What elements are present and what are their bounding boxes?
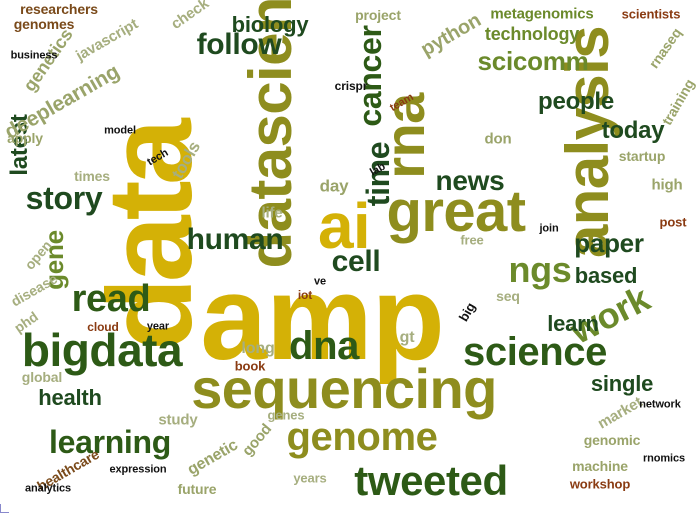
word-day: day	[319, 176, 349, 196]
word-technology: technology	[484, 24, 580, 44]
word-cancer: cancer	[352, 25, 388, 127]
word-scicomm: scicomm	[477, 46, 589, 76]
word-python: python	[417, 9, 485, 61]
word-good: good	[238, 420, 276, 460]
word-genetic: genetic	[184, 436, 241, 479]
word-cell: cell	[331, 245, 381, 278]
word-study: study	[158, 411, 198, 429]
word-scientists: scientists	[621, 6, 681, 22]
word-post: post	[659, 214, 687, 230]
word-rnaseq: rnaseq	[645, 24, 685, 72]
word-bigdata: bigdata	[21, 324, 183, 376]
word-disease: disease	[8, 270, 60, 310]
word-year: year	[146, 320, 170, 333]
word-crispr: crispr	[334, 79, 368, 93]
word-story: story	[25, 180, 103, 216]
word-years: years	[293, 470, 327, 486]
word-ngs: ngs	[508, 249, 572, 290]
word-researchers: researchers	[20, 1, 98, 17]
word-read: read	[71, 278, 151, 320]
word-apply: apply	[7, 130, 43, 146]
word-people: people	[538, 88, 614, 115]
word-times: times	[74, 168, 110, 184]
word-sequencing: sequencing	[191, 357, 497, 420]
word-learning: learning	[49, 424, 171, 460]
word-big: big	[455, 299, 479, 325]
word-training: training	[658, 76, 698, 128]
frame-corner-mark	[0, 504, 9, 513]
word-paper: paper	[574, 228, 644, 258]
word-single: single	[590, 371, 654, 396]
word-global: global	[21, 369, 63, 385]
word-network: network	[639, 398, 681, 411]
word-high: high	[651, 176, 683, 194]
word-today: today	[601, 117, 665, 144]
word-analytics: analytics	[24, 482, 72, 495]
word-seq: seq	[496, 288, 520, 304]
word-long: long	[241, 340, 275, 357]
word-learn: learn	[547, 311, 599, 336]
word-dna: dna	[289, 324, 359, 368]
word-gt: gt	[399, 329, 415, 346]
word-human: human	[186, 223, 284, 256]
word-project: project	[355, 7, 401, 23]
word-machine: machine	[572, 458, 628, 474]
word-future: future	[177, 481, 217, 497]
word-tweeted: tweeted	[354, 457, 508, 504]
word-based: based	[574, 263, 638, 288]
word-biology: biology	[231, 12, 309, 37]
word-genomes: genomes	[13, 16, 75, 32]
word-expression: expression	[109, 463, 167, 476]
word-join: join	[539, 222, 559, 235]
word-business: business	[10, 49, 58, 62]
word-genomic: genomic	[583, 432, 641, 448]
word-ve: ve	[313, 275, 327, 288]
word-genome: genome	[286, 415, 438, 459]
word-book: book	[234, 358, 266, 374]
word-startup: startup	[618, 148, 666, 164]
word-great: great	[386, 179, 527, 244]
word-metagenomics: metagenomics	[490, 5, 594, 23]
word-market: market	[594, 393, 646, 433]
word-don: don	[484, 130, 512, 148]
word-life: life	[261, 204, 283, 222]
word-free: free	[460, 232, 484, 248]
word-iot: iot	[297, 288, 313, 302]
word-follow: follow	[196, 28, 282, 61]
word-ai: ai	[317, 190, 371, 262]
word-workshop: workshop	[569, 476, 631, 492]
word-genes: genes	[267, 407, 305, 423]
word-science: science	[463, 330, 607, 374]
word-amp: amp	[200, 251, 444, 385]
word-javascript: javascript	[73, 15, 141, 65]
word-news: news	[435, 165, 505, 196]
word-health: health	[38, 385, 102, 410]
word-rnomics: rnomics	[642, 452, 686, 465]
word-model: model	[104, 124, 136, 137]
word-cloud: cloud	[87, 320, 119, 334]
